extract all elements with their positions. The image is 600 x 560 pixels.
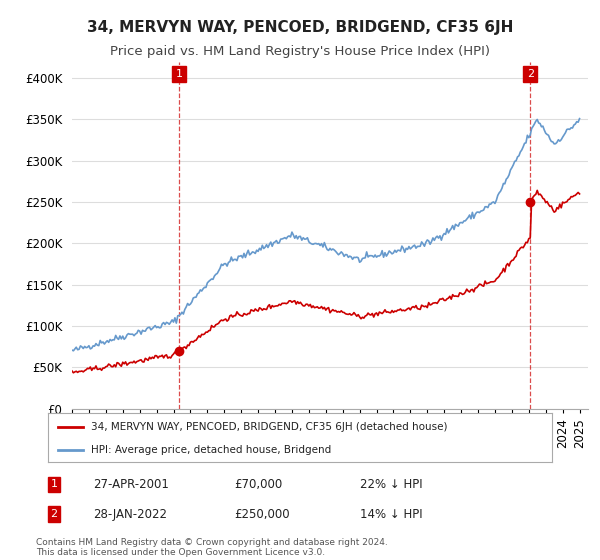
- Text: 34, MERVYN WAY, PENCOED, BRIDGEND, CF35 6JH (detached house): 34, MERVYN WAY, PENCOED, BRIDGEND, CF35 …: [91, 422, 448, 432]
- Text: £250,000: £250,000: [234, 507, 290, 521]
- Text: 1: 1: [50, 479, 58, 489]
- Text: HPI: Average price, detached house, Bridgend: HPI: Average price, detached house, Brid…: [91, 445, 331, 455]
- Text: 34, MERVYN WAY, PENCOED, BRIDGEND, CF35 6JH: 34, MERVYN WAY, PENCOED, BRIDGEND, CF35 …: [87, 20, 513, 35]
- Text: Contains HM Land Registry data © Crown copyright and database right 2024.
This d: Contains HM Land Registry data © Crown c…: [36, 538, 388, 557]
- Text: 22% ↓ HPI: 22% ↓ HPI: [360, 478, 422, 491]
- Text: 1: 1: [176, 69, 182, 79]
- Text: 2: 2: [527, 69, 534, 79]
- Text: 2: 2: [50, 509, 58, 519]
- Text: Price paid vs. HM Land Registry's House Price Index (HPI): Price paid vs. HM Land Registry's House …: [110, 45, 490, 58]
- Text: 27-APR-2001: 27-APR-2001: [93, 478, 169, 491]
- Text: £70,000: £70,000: [234, 478, 282, 491]
- Text: 28-JAN-2022: 28-JAN-2022: [93, 507, 167, 521]
- Text: 14% ↓ HPI: 14% ↓ HPI: [360, 507, 422, 521]
